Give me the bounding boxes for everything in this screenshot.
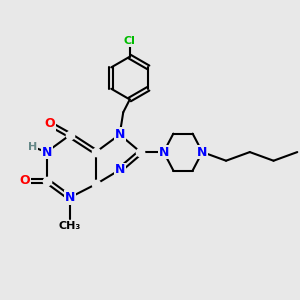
Text: N: N [197, 146, 208, 159]
Text: N: N [41, 146, 52, 159]
Text: H: H [28, 142, 37, 152]
Text: N: N [115, 128, 125, 141]
Text: N: N [115, 164, 125, 176]
Text: CH₃: CH₃ [58, 221, 81, 231]
Text: O: O [20, 174, 31, 187]
Text: Cl: Cl [124, 36, 136, 46]
Text: N: N [64, 191, 75, 204]
Text: N: N [158, 146, 169, 159]
Text: O: O [44, 117, 55, 130]
